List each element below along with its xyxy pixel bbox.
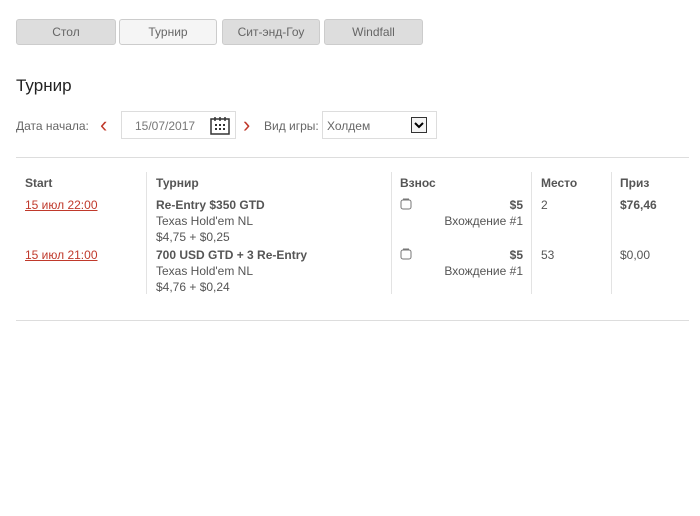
prize: $76,46 <box>620 198 657 212</box>
date-label: Дата начала: <box>16 119 89 133</box>
start-link[interactable]: 15 июл 22:00 <box>25 198 98 212</box>
prev-date-icon[interactable]: ‹ <box>100 112 108 137</box>
wallet-icon <box>400 198 412 210</box>
tournament-name: 700 USD GTD + 3 Re-Entry <box>156 248 308 262</box>
tab-sit-and-go[interactable]: Сит-энд-Гоу <box>222 19 320 45</box>
place: 53 <box>541 248 555 262</box>
tournament-name: Re-Entry $350 GTD <box>156 198 265 212</box>
place: 2 <box>541 198 548 212</box>
game-name: Texas Hold'em NL <box>156 214 253 228</box>
header-prize[interactable]: Приз <box>620 176 650 190</box>
game-type-select[interactable]: Холдем <box>322 111 437 139</box>
header-buyin[interactable]: Взнос <box>400 176 436 190</box>
column-divider <box>611 172 612 294</box>
column-divider <box>531 172 532 294</box>
next-date-icon[interactable]: › <box>243 112 251 137</box>
chevron-down-icon[interactable] <box>411 117 427 133</box>
divider <box>16 157 689 158</box>
header-start[interactable]: Start <box>25 176 53 190</box>
column-divider <box>391 172 392 294</box>
buyin-amount: $5 <box>509 248 523 262</box>
wallet-icon <box>400 248 412 260</box>
entry-number: Вхождение #1 <box>444 214 523 228</box>
header-place[interactable]: Место <box>541 176 578 190</box>
buyin-breakdown: $4,76 + $0,24 <box>156 280 230 294</box>
prize: $0,00 <box>620 248 651 262</box>
divider <box>16 320 689 321</box>
page-title: Турнир <box>16 76 72 95</box>
entry-number: Вхождение #1 <box>444 264 523 278</box>
tab-windfall[interactable]: Windfall <box>324 19 423 45</box>
buyin-breakdown: $4,75 + $0,25 <box>156 230 230 244</box>
tab-tournament[interactable]: Турнир <box>119 19 217 45</box>
game-type-label: Вид игры: <box>264 119 319 133</box>
header-tournament[interactable]: Турнир <box>156 176 199 190</box>
tab-table[interactable]: Стол <box>16 19 116 45</box>
game-type-value: Холдем <box>327 119 371 133</box>
column-divider <box>146 172 147 294</box>
game-name: Texas Hold'em NL <box>156 264 253 278</box>
start-link[interactable]: 15 июл 21:00 <box>25 248 98 262</box>
buyin-amount: $5 <box>509 198 523 212</box>
date-input[interactable]: 15/07/2017 <box>121 111 236 139</box>
calendar-icon[interactable] <box>210 116 230 135</box>
date-value: 15/07/2017 <box>135 119 196 133</box>
